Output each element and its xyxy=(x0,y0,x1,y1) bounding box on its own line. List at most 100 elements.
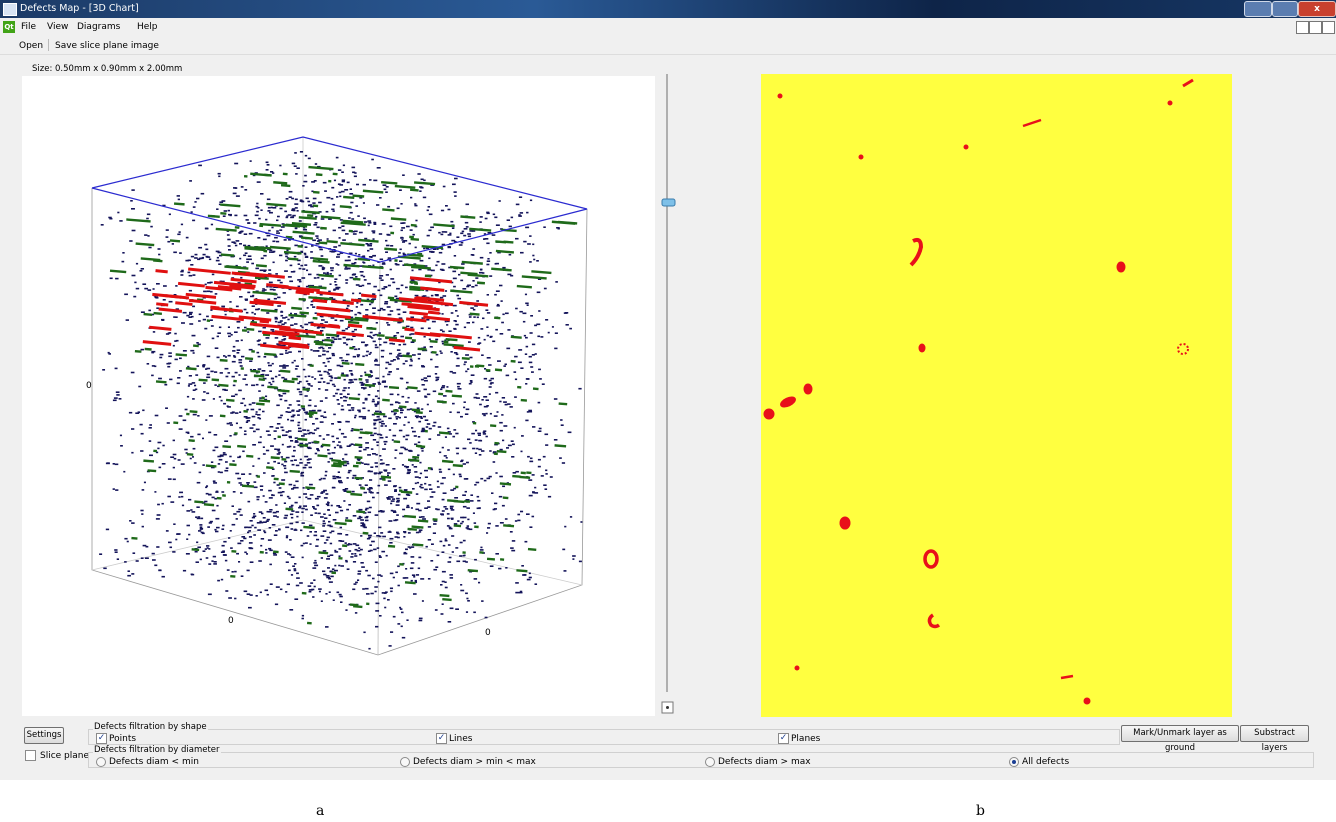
defect-point xyxy=(304,324,308,326)
mdi-minimize[interactable] xyxy=(1296,21,1309,34)
defect-point xyxy=(321,600,323,602)
defect-point xyxy=(338,506,341,508)
shape-checkbox[interactable]: ✓ xyxy=(96,733,107,744)
defect-point xyxy=(357,579,359,581)
defect-point xyxy=(525,353,527,355)
defect-point xyxy=(209,415,213,417)
defect-point xyxy=(332,568,335,570)
defect-point xyxy=(194,462,197,464)
defect-point xyxy=(203,366,205,368)
defect-point xyxy=(356,184,359,186)
substract-button[interactable]: Substract layers xyxy=(1240,725,1309,742)
defect-point xyxy=(304,229,307,231)
menu-item[interactable]: Help xyxy=(137,22,158,32)
defect-point xyxy=(538,402,541,404)
settings-button[interactable]: Settings xyxy=(24,727,64,744)
defect-point xyxy=(466,527,469,529)
defect-point xyxy=(285,256,288,258)
defect-point xyxy=(489,275,492,277)
diameter-radio[interactable] xyxy=(705,757,715,767)
defect-point xyxy=(312,567,316,569)
defect-line xyxy=(516,570,527,571)
shape-checkbox[interactable]: ✓ xyxy=(778,733,789,744)
defect-point xyxy=(305,246,308,248)
defect-point xyxy=(308,585,312,587)
defect-point xyxy=(424,507,428,509)
defect-point xyxy=(306,198,309,200)
slice-plane-checkbox[interactable] xyxy=(25,750,36,761)
minimize-button[interactable] xyxy=(1244,1,1272,17)
defect-point xyxy=(514,427,516,429)
defect-point xyxy=(107,462,110,464)
defect-point xyxy=(471,374,475,376)
defect-point xyxy=(280,320,283,322)
diameter-radio[interactable] xyxy=(96,757,106,767)
defect-point xyxy=(298,351,301,353)
defect-point xyxy=(362,285,365,287)
menu-item[interactable]: Diagrams xyxy=(77,22,120,32)
defect-point xyxy=(250,427,254,429)
defect-point xyxy=(579,561,582,563)
defect-point xyxy=(278,322,282,324)
defect-point xyxy=(443,186,446,188)
defect-point xyxy=(373,341,376,343)
defect-point xyxy=(507,274,511,276)
defect-point xyxy=(166,530,169,532)
defect-point xyxy=(338,480,342,482)
defect-point xyxy=(341,409,345,411)
defect-point xyxy=(251,385,255,387)
defect-point xyxy=(332,487,336,489)
mdi-restore[interactable] xyxy=(1309,21,1322,34)
defect-line xyxy=(487,559,495,560)
diameter-radio[interactable] xyxy=(400,757,410,767)
defect-point xyxy=(485,218,488,220)
defect-point xyxy=(206,393,209,395)
defect-point xyxy=(512,444,515,446)
defect-line xyxy=(412,527,424,528)
defect-point xyxy=(360,549,363,551)
maximize-button[interactable] xyxy=(1272,1,1298,17)
toolbar-button[interactable]: Open xyxy=(19,41,43,51)
shape-checkbox[interactable]: ✓ xyxy=(436,733,447,744)
defect-point xyxy=(314,429,317,431)
defect-point xyxy=(357,354,360,356)
defect-line xyxy=(303,527,314,528)
toolbar-button[interactable]: Save slice plane image xyxy=(55,41,159,51)
defect-point xyxy=(228,597,232,599)
defect-point xyxy=(180,274,183,276)
defect-point xyxy=(452,372,456,374)
defect-point xyxy=(501,414,503,416)
defect-point xyxy=(529,577,532,579)
defect-point xyxy=(225,314,227,316)
defect-point xyxy=(370,435,374,437)
defect-point xyxy=(431,251,435,253)
defect-point xyxy=(191,574,193,576)
defect-point xyxy=(475,439,478,441)
close-button[interactable]: x xyxy=(1298,1,1336,17)
defect-point xyxy=(248,501,251,503)
defect-point xyxy=(489,393,491,395)
defect-point xyxy=(223,541,226,543)
diameter-radio[interactable] xyxy=(1009,757,1019,767)
defect-point xyxy=(281,226,285,228)
defect-point xyxy=(421,408,423,410)
defect-point xyxy=(290,265,293,267)
slider-handle[interactable] xyxy=(662,199,675,206)
slice-slider[interactable] xyxy=(660,72,680,718)
defect-point xyxy=(408,450,412,452)
mark-ground-button[interactable]: Mark/Unmark layer as ground xyxy=(1121,725,1239,742)
defect-point xyxy=(362,416,366,418)
defect-point xyxy=(322,571,325,573)
defect-line xyxy=(288,315,306,316)
defect-point xyxy=(435,339,438,341)
menu-item[interactable]: View xyxy=(47,22,68,32)
defect-point xyxy=(213,482,217,484)
mdi-close[interactable] xyxy=(1322,21,1335,34)
defect-point xyxy=(217,456,221,458)
defect-point xyxy=(397,358,400,360)
defect-point xyxy=(548,332,550,334)
defect-point xyxy=(291,216,294,218)
menu-item[interactable]: File xyxy=(21,22,36,32)
defect-point xyxy=(429,488,432,490)
defect-point xyxy=(187,396,189,398)
